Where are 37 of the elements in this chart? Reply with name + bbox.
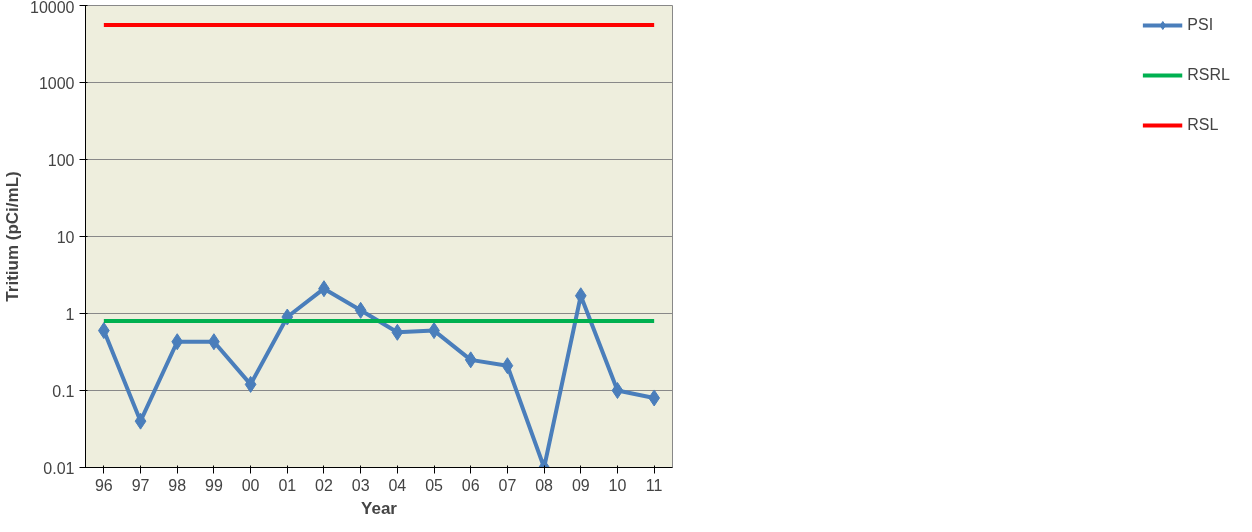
y-axis-title: Tritium (pCi/mL) (3, 171, 23, 302)
x-tick-label: 00 (241, 476, 260, 494)
y-tick-label: 0.01 (43, 459, 75, 477)
legend-label: RSRL (1187, 66, 1230, 84)
point (611, 382, 624, 399)
x-tick-label: 10 (608, 476, 627, 494)
point (354, 301, 367, 319)
x-tick-label: 11 (645, 476, 663, 494)
x-tick-label: 04 (388, 476, 407, 494)
x-tick-label: 07 (498, 476, 517, 494)
y-tick-label: 10000 (30, 0, 75, 16)
x-tick-label: 09 (571, 476, 590, 494)
point (391, 323, 404, 341)
x-tick-label: 05 (425, 476, 444, 494)
point (171, 333, 184, 351)
legend-label: RSL (1187, 116, 1219, 134)
point (464, 351, 477, 369)
point (244, 375, 257, 393)
x-axis-title: Year (361, 498, 398, 518)
point (134, 412, 147, 430)
y-tick-label: 100 (47, 151, 75, 169)
point (501, 357, 514, 375)
y-tick-label: 10 (56, 228, 75, 246)
x-tick-label: 02 (315, 476, 333, 494)
x-tick-label: 99 (205, 476, 223, 494)
x-tick-label: 98 (168, 476, 187, 494)
x-tick-label: 96 (94, 476, 113, 494)
x-tick-label: 01 (278, 476, 297, 494)
x-tick-label: 97 (131, 476, 150, 494)
legend-label: PSI (1187, 16, 1214, 34)
y-tick-label: 0.1 (52, 382, 75, 400)
x-tick-label: 03 (351, 476, 370, 494)
x-tick-label: 08 (535, 476, 554, 494)
x-tick-label: 06 (461, 476, 480, 494)
y-tick-label: 1 (65, 305, 75, 323)
point (574, 287, 587, 305)
y-tick-label: 1000 (38, 74, 75, 92)
